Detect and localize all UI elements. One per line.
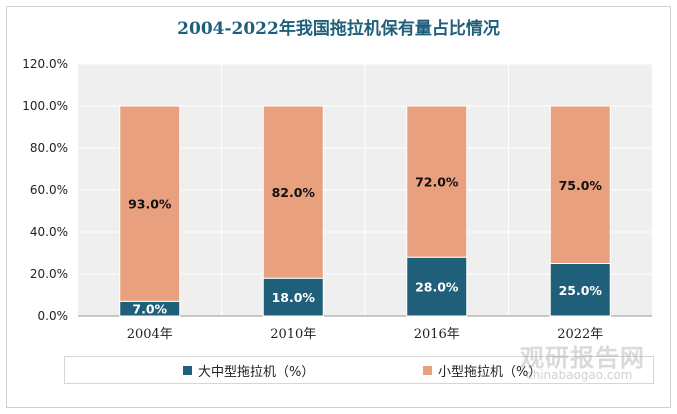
x-tick-label: 2004年 — [127, 327, 173, 342]
bar-small-tractor — [119, 105, 181, 302]
legend-item-small: 小型拖拉机（%） — [423, 361, 541, 380]
bar-large-tractor — [549, 263, 611, 317]
bar-small-tractor — [549, 105, 611, 264]
data-label: 82.0% — [272, 185, 316, 200]
watermark-cn: 观研报告网 — [520, 344, 645, 372]
y-tick-label: 120.0% — [22, 57, 68, 71]
y-tick-label: 100.0% — [22, 99, 68, 113]
legend-item-large: 大中型拖拉机（%） — [183, 361, 314, 380]
bar-large-tractor — [406, 256, 468, 317]
x-tick-label: 2016年 — [414, 327, 460, 342]
data-label: 25.0% — [559, 283, 603, 298]
legend-label-small: 小型拖拉机（%） — [438, 365, 542, 380]
y-tick-label: 60.0% — [30, 183, 68, 197]
x-tick-label: 2022年 — [557, 327, 603, 342]
chart-title: 2004-2022年我国拖拉机保有量占比情况 — [177, 19, 500, 39]
y-tick-label: 0.0% — [38, 309, 69, 323]
bar-large-tractor — [262, 277, 324, 317]
bar-small-tractor — [262, 105, 324, 279]
data-label: 28.0% — [415, 280, 459, 295]
data-label: 7.0% — [132, 302, 167, 317]
watermark-en: chinabaogao.com — [526, 368, 633, 382]
y-tick-label: 20.0% — [30, 267, 68, 281]
legend-swatch-large — [183, 366, 192, 375]
y-tick-label: 80.0% — [30, 141, 68, 155]
legend-label-large: 大中型拖拉机（%） — [198, 365, 315, 380]
data-label: 93.0% — [128, 197, 172, 212]
legend-swatch-small — [423, 366, 432, 375]
data-label: 18.0% — [272, 290, 316, 305]
bar-small-tractor — [406, 105, 468, 258]
y-tick-label: 40.0% — [30, 225, 68, 239]
data-label: 75.0% — [559, 178, 603, 193]
data-label: 72.0% — [415, 175, 459, 190]
chart-legend: 大中型拖拉机（%） 小型拖拉机（%） — [64, 356, 654, 384]
x-tick-label: 2010年 — [270, 327, 316, 342]
